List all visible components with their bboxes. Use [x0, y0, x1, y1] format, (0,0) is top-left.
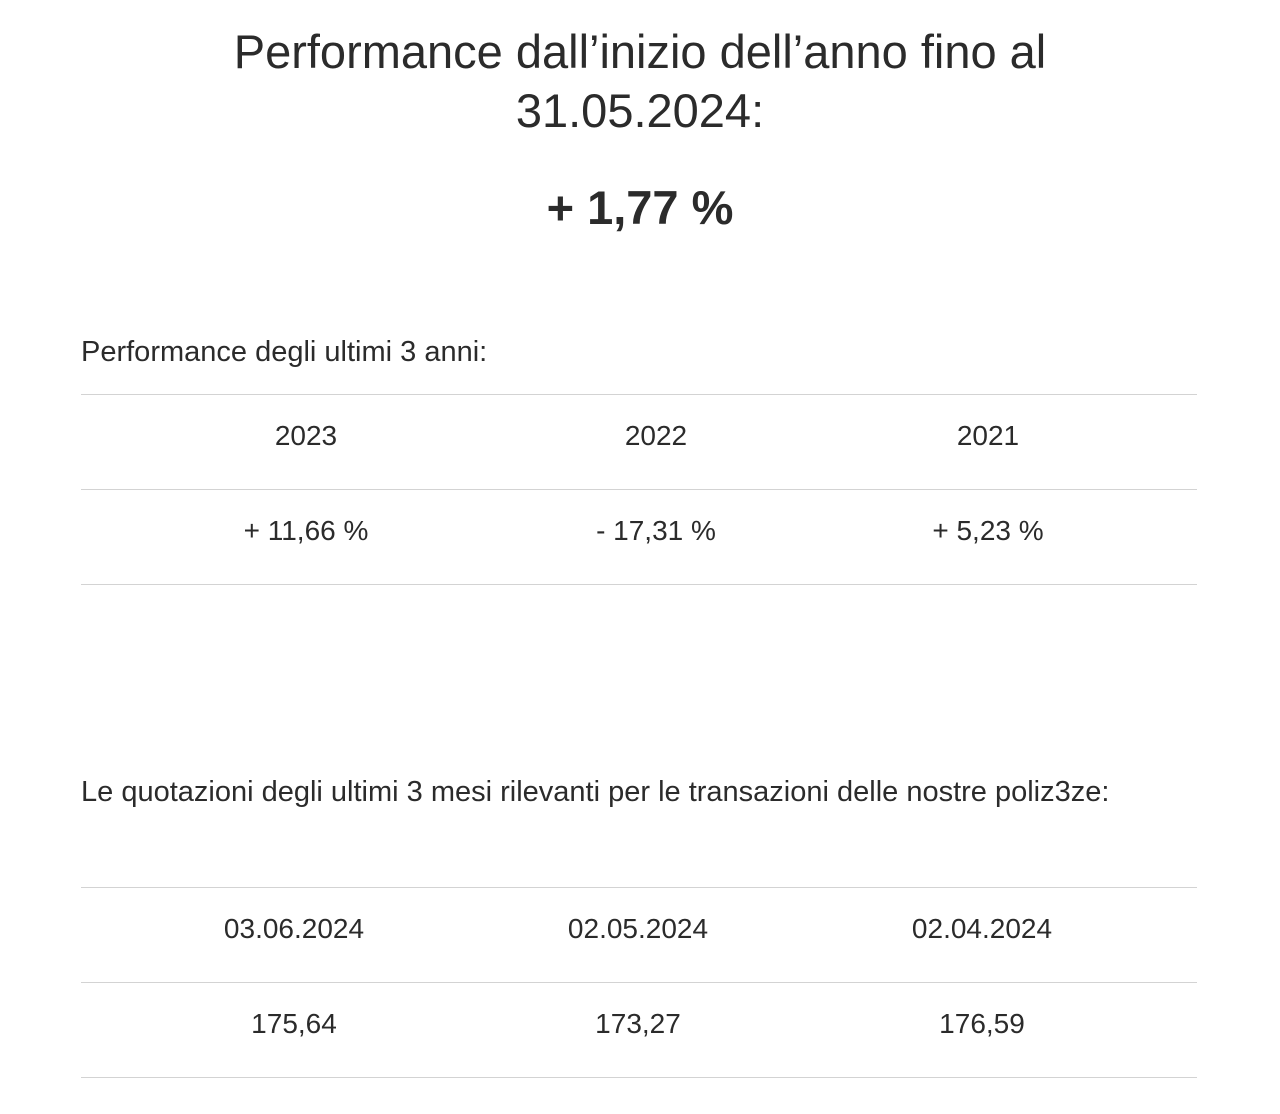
performance-value-2023: + 11,66 % — [243, 515, 369, 546]
year-header-2021: 2021 — [956, 420, 1020, 451]
performance-value-2022: - 17,31 % — [596, 515, 716, 546]
quote-value-1: 175,64 — [251, 1008, 337, 1039]
quotes-label: Le quotazioni degli ultimi 3 mesi rileva… — [81, 776, 1110, 808]
quotes-table: 03.06.2024 02.05.2024 02.04.2024 175,64 … — [81, 887, 1197, 1078]
table-row: + 11,66 % - 17,31 % + 5,23 % — [81, 489, 1197, 585]
annual-performance-label: Performance degli ultimi 3 anni: — [81, 336, 488, 368]
year-header-2022: 2022 — [624, 420, 688, 451]
table-header-row: 2023 2022 2021 — [81, 394, 1197, 489]
quote-date-1: 03.06.2024 — [223, 913, 365, 944]
table-header-row: 03.06.2024 02.05.2024 02.04.2024 — [81, 887, 1197, 982]
annual-performance-table: 2023 2022 2021 + 11,66 % - 17,31 % + 5,2… — [81, 394, 1197, 585]
ytd-performance-value: + 1,77 % — [546, 181, 734, 234]
quote-value-2: 173,27 — [595, 1008, 681, 1039]
table-row: 175,64 173,27 176,59 — [81, 982, 1197, 1078]
quote-value-3: 176,59 — [939, 1008, 1025, 1039]
year-header-2023: 2023 — [274, 420, 338, 451]
quote-date-3: 02.04.2024 — [911, 913, 1053, 944]
ytd-performance-title: Performance dall’inizio dell’anno fino a… — [233, 25, 1047, 137]
performance-value-2021: + 5,23 % — [932, 515, 1044, 546]
quote-date-2: 02.05.2024 — [567, 913, 709, 944]
